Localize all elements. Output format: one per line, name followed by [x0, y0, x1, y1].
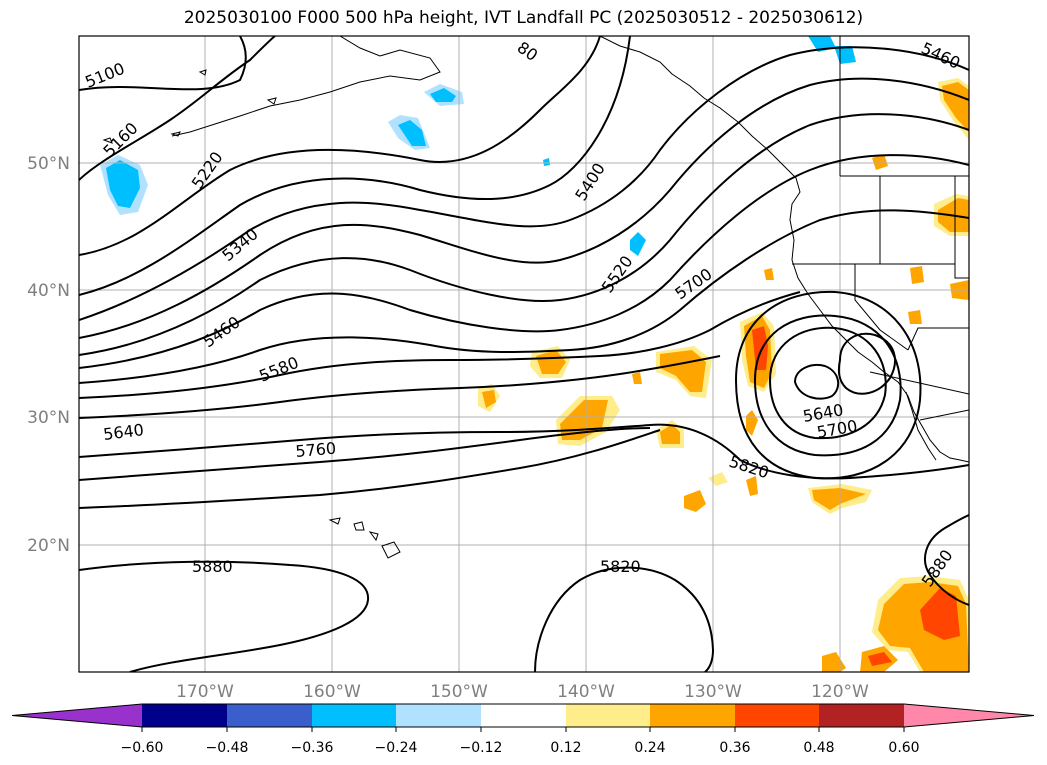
- contour-label: 5580: [256, 353, 301, 386]
- colorbar-tick-label: 0.36: [719, 740, 750, 756]
- lat-tick-labels: 50°N 40°N 30°N 20°N: [27, 154, 70, 556]
- colorbar-tick-label: −0.24: [375, 740, 418, 756]
- contour-label: 5820: [600, 557, 641, 576]
- contour-label: 5460: [199, 312, 243, 351]
- colorbar-tick-labels: −0.60 −0.48 −0.36 −0.24 −0.12 0.12 0.24 …: [121, 740, 920, 756]
- shade-pos: [920, 588, 960, 640]
- colorbar: [11, 703, 1035, 732]
- shading-layer: [100, 36, 969, 672]
- height-contours: [79, 36, 969, 672]
- colorbar-tick-label: −0.60: [121, 740, 164, 756]
- contour-label: 5220: [188, 148, 227, 192]
- shade-pos: [872, 154, 888, 170]
- shade-pos: [752, 326, 768, 370]
- shade-pos: [908, 310, 922, 324]
- lon-tick-label: 160°W: [303, 682, 361, 702]
- contour-label: 80: [514, 38, 542, 65]
- shade-pos: [632, 372, 642, 384]
- colorbar-tick-label: 0.24: [634, 740, 665, 756]
- contour-label: 5760: [295, 439, 337, 461]
- contour-label: 5640: [102, 420, 145, 444]
- shade-pos: [822, 652, 846, 672]
- colorbar-tick-label: −0.12: [460, 740, 503, 756]
- shade-pos: [536, 350, 566, 374]
- contour-label: 5400: [571, 160, 609, 205]
- colorbar-tick-label: −0.48: [206, 740, 249, 756]
- colorbar-tick-label: 0.48: [803, 740, 834, 756]
- colorbar-segment: [227, 704, 312, 727]
- colorbar-tick-label: 0.60: [888, 740, 919, 756]
- colorbar-segment: [312, 704, 396, 727]
- shade-pos: [868, 652, 892, 666]
- shade-pos: [746, 410, 758, 436]
- colorbar-segment: [904, 704, 1034, 727]
- colorbar-tick-label: 0.12: [550, 740, 581, 756]
- shade-neg: [630, 232, 646, 256]
- colorbar-segment: [12, 704, 142, 727]
- shade-pos: [812, 488, 866, 510]
- shade-neg: [430, 88, 456, 102]
- lon-tick-labels: 170°W 160°W 150°W 140°W 130°W 120°W: [176, 682, 869, 702]
- colorbar-tick-label: −0.36: [291, 740, 334, 756]
- shade-pos: [482, 390, 496, 408]
- shade-neg: [398, 120, 426, 146]
- lon-tick-label: 130°W: [684, 682, 742, 702]
- lon-tick-label: 150°W: [430, 682, 488, 702]
- contour-label: 5160: [99, 119, 141, 161]
- shade-pos: [942, 82, 969, 132]
- colorbar-segment: [735, 704, 819, 727]
- shade-neg: [543, 158, 550, 166]
- lat-tick-label: 30°N: [27, 408, 70, 428]
- colorbar-segment: [481, 704, 566, 727]
- lon-tick-label: 170°W: [176, 682, 234, 702]
- shade-neg: [106, 160, 140, 208]
- colorbar-segment: [819, 704, 904, 727]
- lat-tick-label: 50°N: [27, 154, 70, 174]
- lat-tick-label: 20°N: [27, 536, 70, 556]
- lat-tick-label: 40°N: [27, 281, 70, 301]
- contour-labels: 5100 5160 5220 5340 5460 5580 5640 5760 …: [82, 38, 963, 591]
- colorbar-segment: [650, 704, 735, 727]
- gridlines: [79, 36, 969, 672]
- colorbar-segment: [396, 704, 481, 727]
- shade-pos: [746, 476, 758, 496]
- shade-pos: [764, 268, 774, 280]
- shade-pos: [660, 424, 680, 444]
- lon-tick-label: 140°W: [557, 682, 615, 702]
- shade-pos: [708, 472, 728, 486]
- colorbar-segment: [142, 704, 227, 727]
- shade-pos: [910, 266, 924, 284]
- contour-label: 5880: [192, 557, 233, 576]
- map-frame: [78, 35, 970, 673]
- chart-title: 2025030100 F000 500 hPa height, IVT Land…: [183, 8, 864, 28]
- shade-pos: [684, 490, 706, 512]
- colorbar-segment: [566, 704, 650, 727]
- contour-label: 5460: [918, 38, 963, 72]
- lon-tick-label: 120°W: [811, 682, 869, 702]
